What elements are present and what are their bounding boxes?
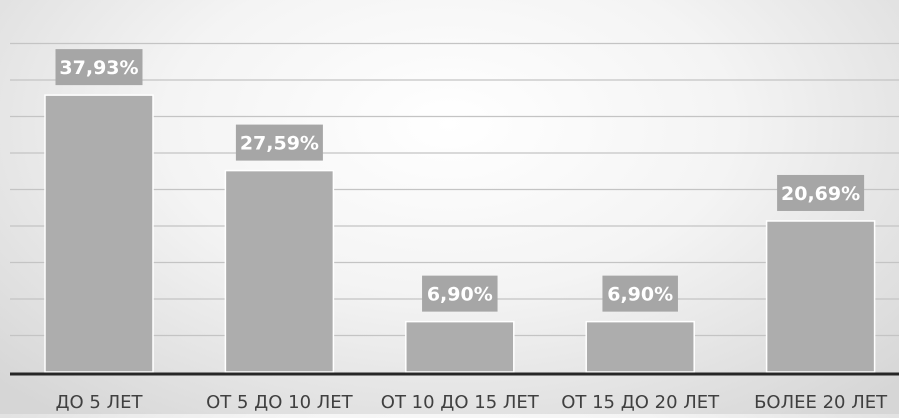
data-label: 27,59% xyxy=(235,124,323,161)
gridlines xyxy=(10,42,899,337)
bar xyxy=(405,320,515,373)
data-label-box xyxy=(777,174,865,211)
data-label-text: 6,90% xyxy=(607,284,673,306)
data-label-box xyxy=(422,275,498,312)
data-labels: 37,93% 27,59% 6,90% 6,90% 20,69% xyxy=(55,49,865,312)
data-label-box xyxy=(55,49,143,86)
data-label-box xyxy=(602,275,678,312)
category-label: ДО 5 ЛЕТ xyxy=(55,392,143,413)
data-label: 37,93% xyxy=(55,49,143,86)
data-label-box xyxy=(235,124,323,161)
bars xyxy=(44,94,876,373)
data-label-text: 37,93% xyxy=(59,57,138,79)
data-label-text: 27,59% xyxy=(240,133,319,155)
bar xyxy=(44,94,154,373)
bar xyxy=(765,220,876,373)
bar xyxy=(585,320,695,373)
data-label: 6,90% xyxy=(422,275,498,312)
data-label: 20,69% xyxy=(777,174,865,211)
category-label: ОТ 10 ДО 15 ЛЕТ xyxy=(381,392,540,413)
category-label: БОЛЕЕ 20 ЛЕТ xyxy=(754,392,888,413)
data-label: 6,90% xyxy=(602,275,678,312)
category-labels: ДО 5 ЛЕТ ОТ 5 ДО 10 ЛЕТ ОТ 10 ДО 15 ЛЕТ ОТ … xyxy=(55,392,888,413)
bar xyxy=(224,169,335,373)
category-label: ОТ 15 ДО 20 ЛЕТ xyxy=(561,392,720,413)
category-label: ОТ 5 ДО 10 ЛЕТ xyxy=(206,392,354,413)
data-label-text: 6,90% xyxy=(427,284,493,306)
data-label-text: 20,69% xyxy=(781,183,860,205)
